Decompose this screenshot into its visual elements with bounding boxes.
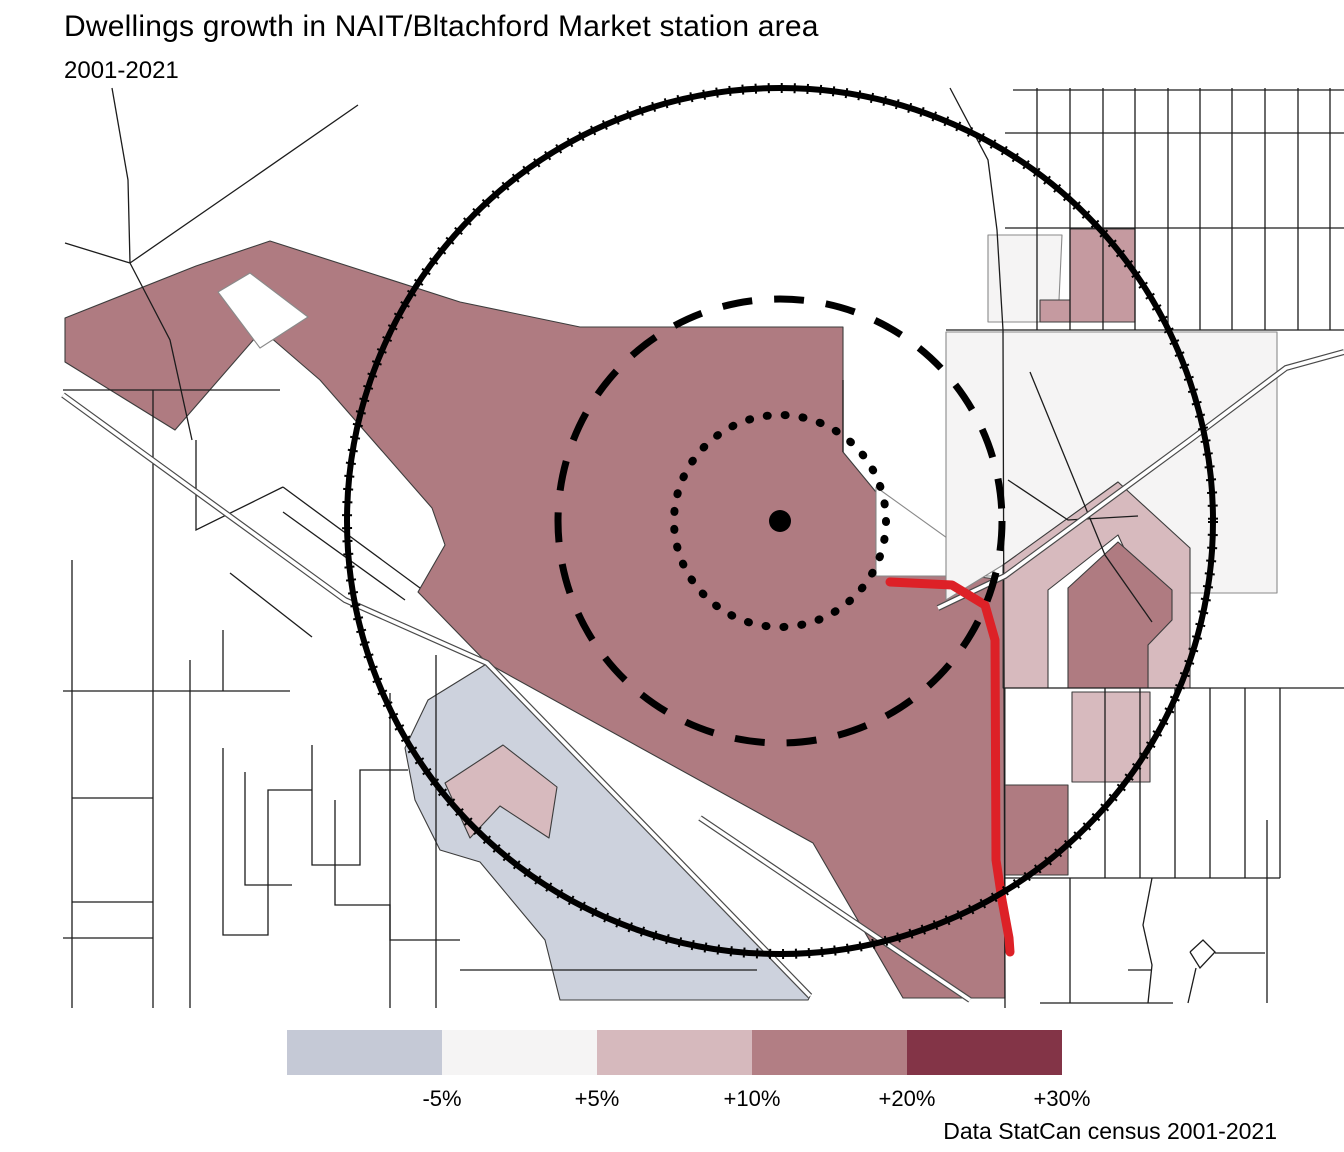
buffer-ring-dotted bbox=[670, 411, 890, 631]
road-line bbox=[129, 262, 193, 441]
choropleth-polygon-column-east-red bbox=[1004, 784, 1069, 876]
rail-corridor-gap bbox=[698, 816, 972, 1002]
road-line bbox=[1189, 939, 1216, 970]
choropleth-polygon-tract-pink-chevron bbox=[444, 744, 558, 839]
station-marker bbox=[769, 510, 791, 532]
legend-color-bar bbox=[287, 1030, 1062, 1075]
buffer-ring-solid-texture bbox=[342, 83, 1218, 959]
choropleth-polygon-tract-central bbox=[64, 240, 1006, 999]
road-line bbox=[1187, 967, 1197, 1004]
page-subtitle: 2001-2021 bbox=[64, 57, 179, 84]
road-line bbox=[1142, 877, 1153, 1004]
buffer-ring-dashed bbox=[554, 295, 1006, 747]
page-title: Dwellings growth in NAIT/Bltachford Mark… bbox=[64, 10, 819, 43]
rail-corridor-gap bbox=[61, 393, 812, 998]
legend-label: +5% bbox=[574, 1086, 620, 1111]
road-line bbox=[311, 745, 408, 866]
road-line bbox=[1029, 371, 1153, 623]
legend-label: +10% bbox=[723, 1086, 781, 1111]
legend-swatch-5 bbox=[907, 1030, 1062, 1075]
road-line bbox=[111, 87, 131, 264]
legend-label: +20% bbox=[878, 1086, 936, 1111]
transit-red-line bbox=[885, 577, 1015, 957]
data-source-caption: Data StatCan census 2001-2021 bbox=[943, 1118, 1277, 1144]
road-line bbox=[244, 772, 292, 886]
road-line bbox=[129, 104, 359, 264]
road-line bbox=[282, 511, 406, 601]
legend-label: +30% bbox=[1033, 1086, 1091, 1111]
legend-label: -5% bbox=[422, 1086, 462, 1111]
road-line bbox=[282, 486, 421, 589]
legend-swatch-3 bbox=[597, 1030, 752, 1075]
choropleth-polygon-cell-east-pink bbox=[1071, 691, 1151, 783]
road-line bbox=[64, 242, 131, 264]
road-line bbox=[222, 748, 312, 936]
legend-swatch-4 bbox=[752, 1030, 907, 1075]
road-line bbox=[229, 572, 313, 638]
road-line bbox=[1007, 479, 1139, 521]
legend-swatch-1 bbox=[287, 1030, 442, 1075]
legend-swatch-2 bbox=[442, 1030, 597, 1075]
choropleth-polygon-notch-hole bbox=[217, 272, 309, 349]
rail-corridor-gap bbox=[937, 350, 1344, 610]
road-line bbox=[195, 440, 284, 532]
